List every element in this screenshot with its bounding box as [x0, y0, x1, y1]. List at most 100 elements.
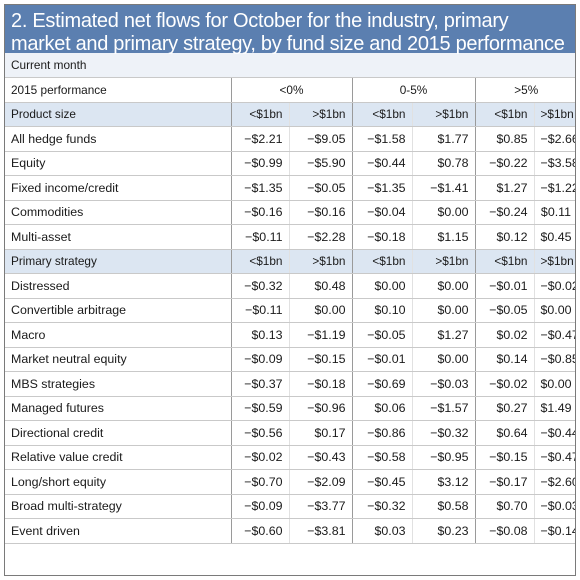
row-label: Event driven — [5, 518, 231, 544]
column-header: >$1bn — [533, 249, 575, 274]
table-cell: $0.10 — [351, 298, 412, 323]
perf-group-1: <0% — [230, 77, 352, 103]
table-cell: −$1.35 — [351, 175, 412, 201]
table-cell: −$0.01 — [351, 347, 412, 372]
table-cell: $1.27 — [474, 175, 534, 201]
table-cell: −$0.24 — [474, 200, 534, 225]
table-cell: $0.06 — [351, 396, 412, 421]
current-month-label: Current month — [5, 53, 575, 78]
table-cell: $0.00 — [533, 298, 575, 323]
row-label: Long/short equity — [5, 469, 231, 495]
table-cell: −$0.02 — [533, 273, 575, 299]
table-row-multi-asset: Multi-asset −$0.11 −$2.28 −$0.18 $1.15 $0.12 $… — [5, 224, 575, 250]
table-cell: $0.00 — [288, 298, 352, 323]
table-cell: −$0.85 — [533, 347, 575, 372]
table-cell: −$1.57 — [411, 396, 475, 421]
table-cell: $0.12 — [474, 224, 534, 250]
performance-row: 2015 performance <0% 0-5% >5% — [5, 77, 575, 103]
table-row-market-neutral-equity: Market neutral equity −$0.09 −$0.15 −$0.01 $… — [5, 347, 575, 372]
row-label: Managed futures — [5, 396, 231, 421]
table-cell: −$0.11 — [230, 298, 289, 323]
row-label: Fixed income/credit — [5, 175, 231, 201]
column-header: <$1bn — [474, 249, 534, 274]
table-row-broad-multi-strategy: Broad multi-strategy −$0.09 −$3.77 −$0.32 $0… — [5, 494, 575, 519]
table-cell: −$0.02 — [230, 445, 289, 470]
perf-group-2: 0-5% — [351, 77, 475, 103]
column-header: >$1bn — [288, 249, 352, 274]
row-label: Market neutral equity — [5, 347, 231, 372]
table-cell: −$1.58 — [351, 126, 412, 152]
table-cell: $0.00 — [411, 273, 475, 299]
table-cell: −$5.90 — [288, 151, 352, 176]
table-cell: $0.85 — [474, 126, 534, 152]
table-cell: −$0.03 — [533, 494, 575, 519]
table-title: 2. Estimated net flows for October for t… — [5, 5, 575, 55]
table-cell: −$2.66 — [533, 126, 575, 152]
table-cell: −$3.58 — [533, 151, 575, 176]
table-cell: −$0.03 — [411, 371, 475, 397]
table-cell: −$0.45 — [351, 469, 412, 495]
table-cell: −$0.32 — [230, 273, 289, 299]
column-header: >$1bn — [411, 249, 475, 274]
table-row-all-hedge-funds: All hedge funds −$2.21 −$9.05 −$1.58 $1.77 $0… — [5, 126, 575, 152]
table-cell: −$0.69 — [351, 371, 412, 397]
table-cell: −$0.05 — [351, 322, 412, 348]
table-cell: −$1.19 — [288, 322, 352, 348]
row-label: Equity — [5, 151, 231, 176]
table-cell: −$0.02 — [474, 371, 534, 397]
table-cell: $0.02 — [474, 322, 534, 348]
row-label: Relative value credit — [5, 445, 231, 470]
table-cell: −$1.35 — [230, 175, 289, 201]
table-cell: −$2.28 — [288, 224, 352, 250]
table-cell: −$0.05 — [288, 175, 352, 201]
table-cell: $0.00 — [411, 347, 475, 372]
table-cell: −$0.18 — [351, 224, 412, 250]
table-cell: −$0.05 — [474, 298, 534, 323]
table-row-fixed-income-credit: Fixed income/credit −$1.35 −$0.05 −$1.35 −$1… — [5, 175, 575, 201]
table-row-long-short-equity: Long/short equity −$0.70 −$2.09 −$0.45 $3.12… — [5, 469, 575, 495]
current-month-row: Current month — [5, 53, 575, 78]
table-cell: −$1.22 — [533, 175, 575, 201]
table-cell: −$0.22 — [474, 151, 534, 176]
table-cell: $1.77 — [411, 126, 475, 152]
table-cell: $0.64 — [474, 420, 534, 446]
section1-header-label: Product size — [5, 102, 231, 127]
table-cell: −$0.16 — [288, 200, 352, 225]
table-row-equity: Equity −$0.99 −$5.90 −$0.44 $0.78 −$0.22 −$3.5… — [5, 151, 575, 176]
table-cell: −$0.86 — [351, 420, 412, 446]
table-cell: −$2.60 — [533, 469, 575, 495]
table-cell: −$0.70 — [230, 469, 289, 495]
table-cell: −$0.58 — [351, 445, 412, 470]
table-row-relative-value-credit: Relative value credit −$0.02 −$0.43 −$0.58−… — [5, 445, 575, 470]
table-row-commodities: Commodities −$0.16 −$0.16 −$0.04 $0.00 −$0.24… — [5, 200, 575, 225]
table-cell: $0.48 — [288, 273, 352, 299]
table-cell: −$0.99 — [230, 151, 289, 176]
table-cell: −$0.37 — [230, 371, 289, 397]
table-row-distressed: Distressed −$0.32 $0.48 $0.00 $0.00 −$0.01 −$0… — [5, 273, 575, 299]
table-cell: −$0.56 — [230, 420, 289, 446]
row-label: Directional credit — [5, 420, 231, 446]
table-cell: $3.12 — [411, 469, 475, 495]
table-cell: −$0.32 — [351, 494, 412, 519]
column-header: <$1bn — [474, 102, 534, 127]
table-cell: −$0.32 — [411, 420, 475, 446]
table-cell: $0.00 — [411, 200, 475, 225]
table-cell: −$0.15 — [474, 445, 534, 470]
table-cell: −$2.21 — [230, 126, 289, 152]
table-cell: −$0.44 — [351, 151, 412, 176]
table-cell: −$1.41 — [411, 175, 475, 201]
table-row-managed-futures: Managed futures −$0.59 −$0.96 $0.06 −$1.57 $0… — [5, 396, 575, 421]
column-header: <$1bn — [230, 102, 289, 127]
row-label: MBS strategies — [5, 371, 231, 397]
table-row-event-driven: Event driven −$0.60 −$3.81 $0.03 $0.23 −$0.08… — [5, 518, 575, 544]
performance-label: 2015 performance — [5, 77, 231, 103]
table-cell: −$0.16 — [230, 200, 289, 225]
table-cell: $0.58 — [411, 494, 475, 519]
column-header: >$1bn — [288, 102, 352, 127]
column-header: >$1bn — [411, 102, 475, 127]
table-cell: −$0.09 — [230, 347, 289, 372]
table-cell: −$3.81 — [288, 518, 352, 544]
table-row-mbs-strategies: MBS strategies −$0.37 −$0.18 −$0.69 −$0.03 −$… — [5, 371, 575, 397]
table-cell: $0.14 — [474, 347, 534, 372]
table-cell: $0.17 — [288, 420, 352, 446]
